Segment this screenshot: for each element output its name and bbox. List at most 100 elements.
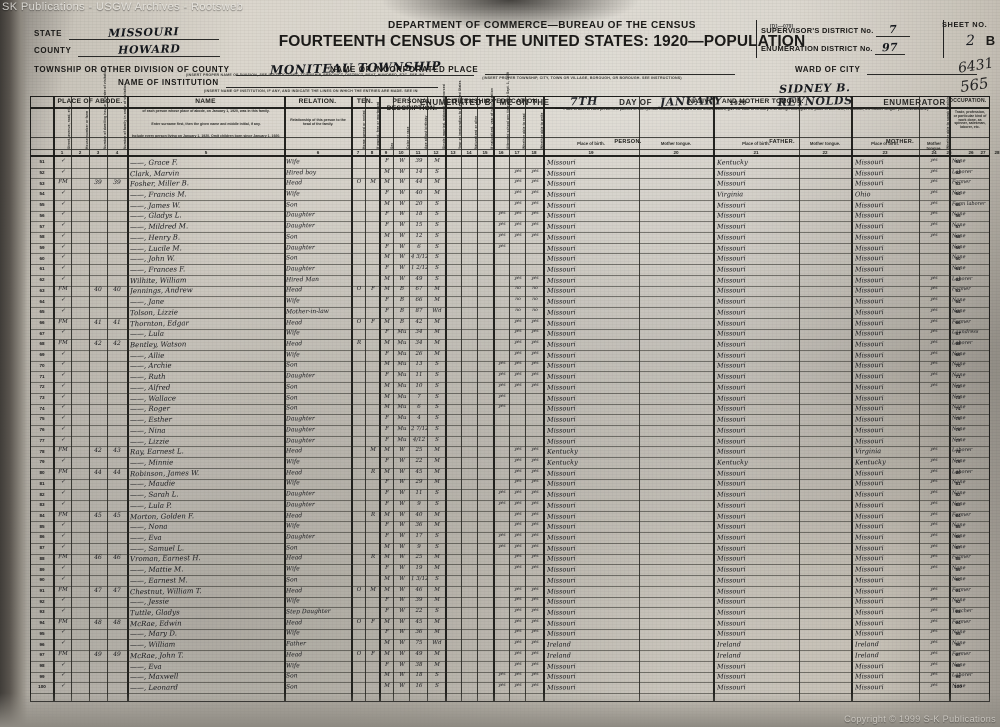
cell-ms: S	[435, 222, 439, 229]
cell-ms: S	[435, 264, 439, 272]
enumerator-label: ENUMERATOR	[883, 98, 946, 107]
cell-age: 22	[415, 607, 423, 615]
cell-occ: Laborer	[951, 168, 973, 175]
cell-ms: S	[435, 608, 439, 615]
cell-race: W	[399, 457, 405, 464]
hrule-subhead	[31, 149, 989, 150]
row-separator	[31, 510, 989, 512]
cell-rel: Wife	[285, 351, 300, 359]
cell-sex: F	[385, 157, 389, 164]
cell-race: W	[399, 479, 405, 486]
cell-ten: O	[356, 286, 362, 293]
cell-name: Ray, Earnest L.	[129, 447, 184, 457]
person-mother-tongue-label: Mother tongue.	[660, 141, 692, 146]
line-number: 94	[39, 620, 45, 626]
column-number: 16	[498, 150, 504, 155]
cell-ten: O	[356, 650, 362, 657]
cell-wr: yes	[531, 457, 539, 464]
cell-chk: FM	[58, 339, 68, 347]
cell-own: F	[371, 286, 375, 293]
cell-pb: Missouri	[546, 661, 576, 671]
cell-rd: yes	[514, 511, 522, 517]
cell-occ: None	[951, 597, 966, 604]
cell-race: W	[399, 650, 405, 657]
cell-age: 75	[415, 640, 423, 647]
cell-own: R	[370, 468, 376, 475]
line-number: 60	[39, 255, 45, 261]
cell-occ: Teacher	[951, 607, 973, 615]
cell-ms: S	[435, 425, 439, 432]
col7-vertical-label: Home owned or rented	[362, 110, 366, 149]
cell-fpb: Missouri	[716, 168, 746, 178]
cell-mpb: Ohio	[854, 190, 871, 199]
cell-eng: yes	[930, 222, 938, 228]
cell-name: ——, Alfred	[129, 383, 171, 393]
cell-rel: Son	[285, 361, 298, 369]
cell-occ: None	[951, 500, 966, 508]
cell-eng: yes	[930, 189, 938, 196]
cell-chk: ✓	[60, 254, 66, 261]
cell-wr: yes	[531, 168, 539, 174]
cell-pb: Missouri	[546, 179, 576, 188]
cell-fpb: Missouri	[716, 597, 746, 606]
cell-age: 6	[417, 404, 421, 411]
line-number: 83	[39, 502, 45, 508]
cell-dwl: 44	[94, 468, 102, 476]
cell-race: Mu	[397, 372, 407, 379]
cell-mpb: Missouri	[854, 254, 884, 263]
cell-rel: Daughter	[285, 415, 315, 423]
cell-mpb: Missouri	[854, 511, 884, 521]
cell-rel: Head	[285, 447, 303, 455]
cell-race: W	[399, 672, 405, 679]
cell-sch: yes	[498, 672, 506, 678]
cell-age: 36	[415, 522, 423, 529]
cell-wr: yes	[531, 586, 539, 592]
margin-note-2: 565	[958, 73, 990, 97]
cell-rd: yes	[514, 318, 522, 324]
cell-mpb: Missouri	[854, 265, 884, 274]
cell-age: 40	[415, 511, 423, 518]
cell-sex: F	[385, 425, 389, 432]
cell-age: 17	[415, 532, 423, 540]
cell-chk: FM	[58, 318, 68, 325]
row-separator	[31, 564, 989, 566]
field-institution: NAME OF INSTITUTION (Insert name of inst…	[118, 78, 438, 93]
cell-race: B	[399, 297, 405, 304]
cell-chk: ✓	[60, 457, 66, 464]
cell-name: ——, Mary D.	[129, 629, 177, 639]
row-separator	[31, 500, 989, 502]
cell-rd: yes	[514, 565, 522, 571]
cell-fpb: Missouri	[716, 501, 746, 510]
cell-sch: yes	[498, 243, 506, 249]
cell-chk: ✓	[60, 275, 66, 282]
cell-age: 34	[415, 339, 423, 347]
cell-sex: F	[385, 661, 389, 668]
cell-wr: yes	[531, 672, 539, 678]
cell-mpb: Missouri	[854, 243, 884, 253]
cell-mpb: Missouri	[854, 382, 884, 392]
cell-pb: Missouri	[546, 372, 576, 381]
cell-pb: Missouri	[546, 265, 576, 274]
cell-mpb: Missouri	[854, 222, 884, 231]
cell-eng: yes	[930, 307, 938, 313]
cell-chk: ✓	[60, 425, 66, 432]
line-number: 87	[39, 545, 45, 551]
vrule-relation	[351, 97, 353, 701]
cell-sex: F	[385, 565, 389, 572]
cell-sch: yes	[498, 532, 506, 539]
cell-occ: Farmer	[951, 511, 971, 518]
line-number: 62	[39, 277, 45, 283]
row-separator	[31, 660, 989, 662]
cell-age: 39	[415, 157, 423, 164]
row-separator	[31, 650, 989, 652]
cell-fpb: Missouri	[716, 361, 746, 371]
hrule-nativity-sub	[31, 137, 989, 138]
cell-sch: yes	[498, 211, 506, 217]
line-number: 98	[39, 663, 45, 669]
line-number-right: 86	[955, 534, 961, 540]
cell-occ: Laundress	[951, 329, 979, 336]
cell-pb: Missouri	[546, 501, 576, 510]
cell-race: W	[399, 640, 405, 647]
cell-name: Jennings, Andrew	[129, 286, 193, 296]
cell-sch: yes	[498, 500, 506, 506]
